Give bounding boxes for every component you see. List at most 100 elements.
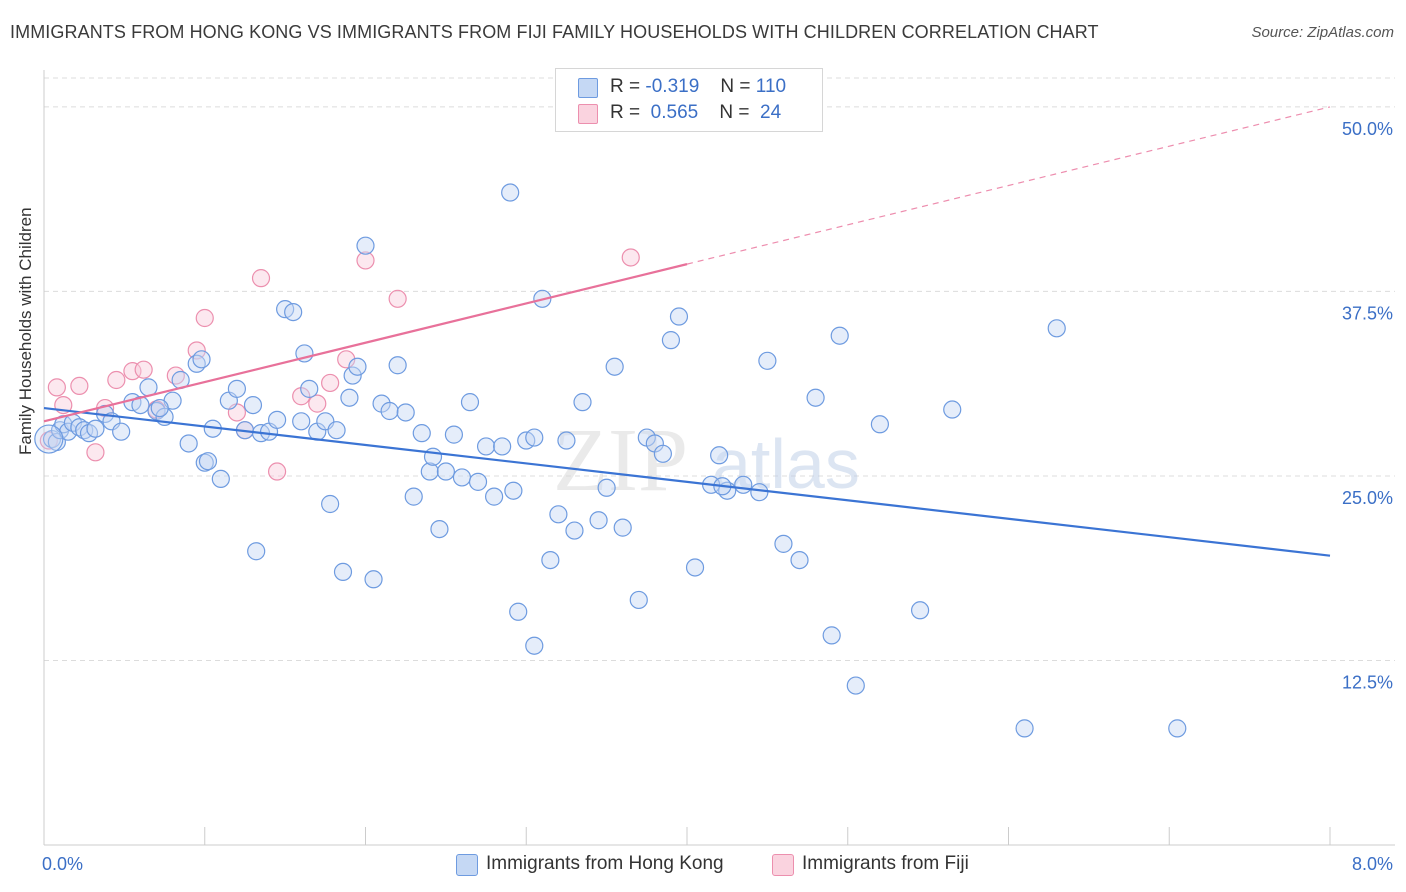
hong-kong-point-68 [504,481,523,500]
hong-kong-point-77 [573,393,592,412]
hong-kong-point-100 [846,676,865,695]
hong-kong-point-45 [340,388,359,407]
legend-swatch-hong-kong [578,78,598,98]
legend-n-label: N = [719,102,750,123]
hong-kong-point-62 [460,393,480,412]
axes [43,70,1395,846]
fiji-point-18 [321,373,340,393]
legend-label-fiji: Immigrants from Fiji [802,853,969,874]
trend-line-fiji [43,263,688,423]
hong-kong-point-57 [423,447,443,466]
hong-kong-point-93 [750,483,769,502]
hong-kong-point-88 [685,558,705,577]
watermark: ZIP atlas [553,411,860,510]
legend-r-value-fiji: 0.565 [650,102,699,123]
legend-r-label: R = [610,76,641,97]
fiji-point-23 [47,378,66,397]
fiji-point-14 [251,269,271,288]
hong-kong-point-28 [227,379,246,398]
hong-kong-point-31 [247,542,266,561]
fiji-point-17 [308,394,327,413]
hong-kong-point-86 [661,331,681,350]
hong-kong-point-34 [267,410,287,429]
y-tick-label-0: 12.5% [1342,672,1393,692]
hong-kong-point-109 [150,398,169,418]
hong-kong-point-104 [1015,719,1034,738]
series-hong-kong-points [34,183,1187,738]
hong-kong-point-65 [485,487,504,506]
hong-kong-point-75 [557,431,576,450]
hong-kong-point-43 [327,421,346,440]
hong-kong-point-80 [605,357,624,376]
hong-kong-point-39 [300,379,319,398]
hong-kong-point-73 [541,550,560,570]
hong-kong-point-44 [333,562,353,582]
hong-kong-point-52 [388,356,407,375]
hong-kong-point-36 [284,302,303,322]
hong-kong-point-66 [493,437,512,456]
fiji-point-15 [267,462,287,481]
tick-labels: 12.5% 25.0% 37.5% 50.0% 0.0% 8.0% [42,119,1393,874]
fiji-point-20 [356,251,375,270]
correlation-legend: R = -0.319 N = 110 R = 0.565 N = 24 [555,68,823,132]
legend-n-value-hong-kong: 110 [755,76,787,97]
hong-kong-point-96 [790,550,809,570]
hong-kong-point-106 [1168,719,1187,738]
hong-kong-point-71 [525,636,544,655]
hong-kong-point-37 [292,412,311,431]
legend-n-label: N = [720,76,751,97]
hong-kong-point-55 [412,424,431,443]
fiji-point-2 [70,376,89,396]
hong-kong-point-6 [70,418,89,437]
trend-line-hong-kong [43,406,1331,557]
hong-kong-point-105 [1047,319,1066,338]
legend-n-value-fiji: 24 [760,102,782,123]
hong-kong-point-99 [830,326,849,345]
hong-kong-point-42 [321,494,340,514]
legend-swatch-fiji [772,854,794,876]
hong-kong-point-61 [452,468,472,487]
hong-kong-point-76 [565,521,584,540]
legend-label-hong-kong: Immigrants from Hong Kong [486,853,724,874]
fiji-point-19 [337,350,356,369]
hong-kong-point-82 [629,590,648,610]
x-tick-label-1: 8.0% [1352,854,1393,874]
hong-kong-point-48 [356,236,375,255]
series-legend: Immigrants from Hong Kong Immigrants fro… [0,852,1406,878]
hong-kong-point-47 [348,357,367,376]
hong-kong-point-4 [59,422,78,441]
trend-line-fiji-extension [686,106,1331,265]
fiji-point-22 [621,248,640,267]
legend-swatch-hong-kong [456,854,478,876]
hong-kong-point-59 [436,462,455,481]
chart-title: IMMIGRANTS FROM HONG KONG VS IMMIGRANTS … [10,22,1099,42]
legend-r-value-hong-kong: -0.319 [645,76,700,97]
hong-kong-point-97 [806,388,825,407]
hong-kong-point-94 [758,351,777,370]
legend-r-label: R = [610,102,641,123]
hong-kong-point-22 [192,350,211,369]
hong-kong-point-90 [710,446,729,465]
hong-kong-point-49 [364,570,383,589]
hong-kong-point-92 [734,475,753,494]
hong-kong-point-58 [430,519,449,539]
fiji-point-10 [187,341,206,360]
hong-kong-point-87 [669,307,689,326]
hong-kong-point-56 [420,462,439,481]
hong-kong-point-63 [468,472,488,491]
y-axis-label: Family Households with Children [16,207,35,455]
hong-kong-point-46 [343,366,362,385]
hong-kong-point-51 [380,401,399,421]
trend-lines [43,106,1331,557]
fiji-point-7 [134,360,153,379]
hong-kong-point-14 [131,395,150,415]
hong-kong-point-54 [404,487,423,506]
hong-kong-point-101 [870,415,890,434]
x-tick-label-0: 0.0% [42,854,83,874]
hong-kong-point-30 [243,395,263,415]
hong-kong-point-9 [86,419,105,438]
gridlines [44,77,1395,661]
hong-kong-point-20 [179,434,198,453]
fiji-point-5 [107,370,126,390]
